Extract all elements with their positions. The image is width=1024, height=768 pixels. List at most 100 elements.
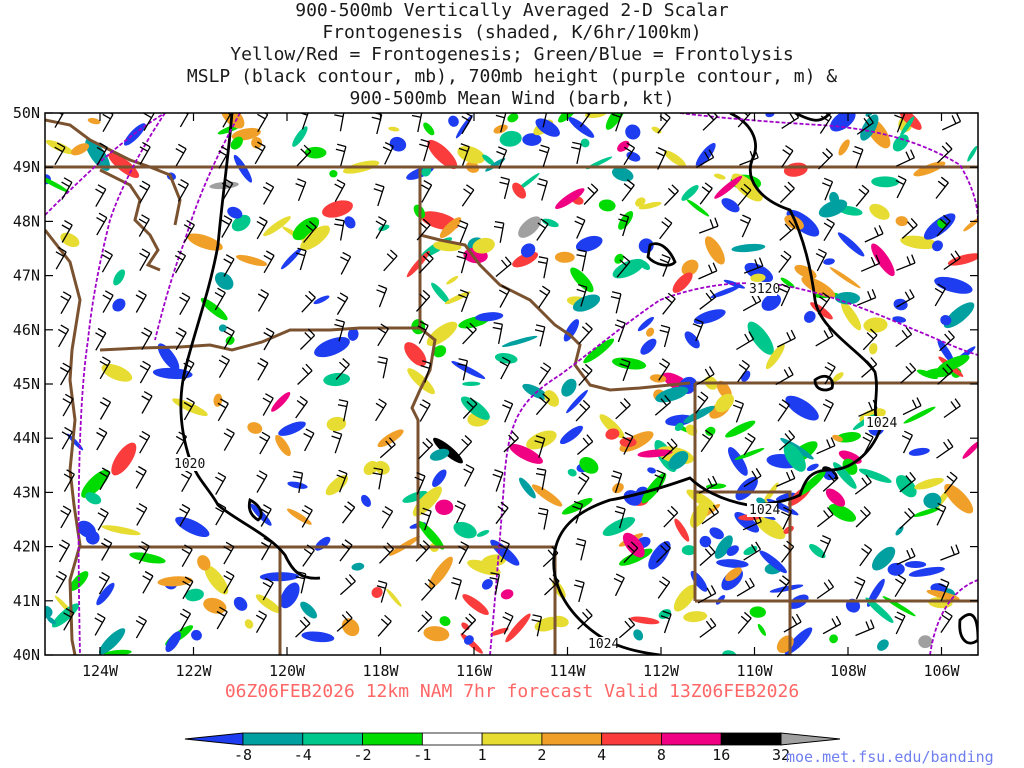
frontogenesis-cell — [444, 291, 471, 305]
wind-barb — [214, 287, 226, 311]
frontogenesis-cell — [520, 243, 536, 258]
wind-barb — [336, 610, 353, 632]
wind-barb — [418, 251, 434, 274]
wind-barb — [936, 438, 954, 459]
frontogenesis-cell — [423, 626, 450, 642]
wind-barb — [940, 544, 960, 561]
frontogenesis-cell — [684, 331, 700, 349]
idaho-montana-border — [418, 167, 691, 392]
wind-barb — [260, 504, 272, 527]
frontogenesis-cell — [509, 443, 543, 464]
frontogenesis-cell — [838, 139, 850, 156]
wind-barb — [571, 141, 582, 165]
wind-barb — [542, 546, 559, 568]
frontogenesis-cell — [785, 395, 819, 421]
wind-barb — [822, 399, 834, 422]
wind-barb — [461, 113, 473, 135]
frontogenesis-cell — [940, 315, 952, 326]
frontogenesis-cell — [633, 629, 644, 641]
wind-barb — [495, 501, 509, 525]
frontogenesis-cell — [165, 631, 181, 653]
wind-barb — [657, 576, 671, 599]
frontogenesis-cell — [829, 267, 861, 289]
wind-barb — [896, 254, 916, 271]
wind-barb — [143, 113, 155, 132]
frontogenesis-cell — [709, 527, 724, 540]
frontogenesis-cell — [481, 578, 493, 590]
frontogenesis-cell — [561, 378, 577, 397]
wind-barb — [815, 327, 834, 347]
frontogenesis-cell — [806, 463, 819, 472]
frontogenesis-cell — [203, 597, 227, 614]
frontogenesis-cell — [804, 310, 816, 323]
wind-barb — [260, 537, 273, 561]
wind-barb — [142, 570, 154, 594]
frontogenesis-cell — [314, 536, 331, 551]
wind-barb — [383, 249, 398, 272]
frontogenesis-cell — [834, 291, 861, 305]
frontogenesis-cell — [255, 594, 282, 614]
frontogenesis-cell — [423, 122, 435, 136]
lat-label: 44N — [13, 429, 40, 447]
frontogenesis-cell — [213, 393, 223, 407]
wind-barb — [303, 220, 317, 243]
wind-barb — [621, 179, 635, 202]
wind-barb — [534, 435, 546, 458]
frontogenesis-cell — [544, 390, 560, 407]
frontogenesis-cell — [877, 639, 889, 651]
colorbar-label: 1 — [478, 746, 487, 764]
wind-barb — [256, 470, 268, 493]
lon-label: 124W — [82, 662, 119, 680]
frontogenesis-cell — [721, 198, 740, 213]
mslp-contour-sw — [247, 497, 263, 522]
wind-barb — [535, 393, 550, 416]
wind-barb — [61, 220, 73, 243]
wind-barb — [221, 178, 234, 202]
frontogenesis-cell — [200, 297, 228, 321]
frontogenesis-cell — [908, 447, 930, 456]
wind-barb — [377, 614, 392, 637]
frontogenesis-cell — [640, 338, 657, 355]
frontogenesis-cell — [863, 317, 888, 333]
frontogenesis-cell — [493, 124, 508, 134]
frontogenesis-cell — [757, 623, 767, 636]
frontogenesis-cell — [101, 525, 141, 536]
frontogenesis-cell — [725, 567, 742, 582]
wind-barb — [943, 250, 961, 271]
wind-barb — [99, 467, 111, 491]
frontogenesis-cell — [686, 199, 710, 217]
wind-barb — [852, 145, 864, 169]
frontogenesis-cell — [937, 219, 947, 229]
frontogenesis-cell — [386, 588, 402, 607]
frontogenesis-cell — [602, 516, 636, 537]
wind-barb — [96, 427, 108, 451]
frontogenesis-cell — [618, 211, 634, 230]
wind-barb — [660, 610, 672, 634]
wind-barb — [421, 579, 436, 601]
wind-barb — [174, 250, 187, 274]
frontogenesis-cell — [611, 167, 634, 182]
frontogenesis-cell — [749, 606, 766, 618]
wind-barb — [334, 218, 345, 241]
frontogenesis-cell — [325, 475, 349, 496]
frontogenesis-cell — [655, 386, 689, 403]
lon-label: 106W — [923, 662, 960, 680]
wind-barb — [862, 432, 874, 456]
credit-link[interactable]: moe.met.fsu.edu/banding — [786, 748, 994, 766]
frontogenesis-cell — [233, 154, 253, 183]
wind-barb — [655, 147, 667, 170]
frontogenesis-cell — [505, 613, 531, 643]
colorbar: -8 -4 -2 -1 1 2 4 8 16 32 — [184, 732, 841, 764]
frontogenesis-cell — [113, 269, 126, 286]
wind-barb — [257, 289, 270, 312]
wind-barb — [299, 113, 309, 130]
frontogenesis-cell — [871, 546, 896, 571]
wind-barb — [182, 576, 194, 600]
lon-label: 110W — [736, 662, 773, 680]
colorbar-label: 16 — [712, 746, 730, 764]
frontogenesis-cell — [402, 490, 428, 503]
wind-barb — [657, 113, 671, 134]
frontogenesis-cell — [439, 616, 451, 627]
wind-barb — [420, 507, 432, 531]
wind-barb — [411, 113, 423, 133]
